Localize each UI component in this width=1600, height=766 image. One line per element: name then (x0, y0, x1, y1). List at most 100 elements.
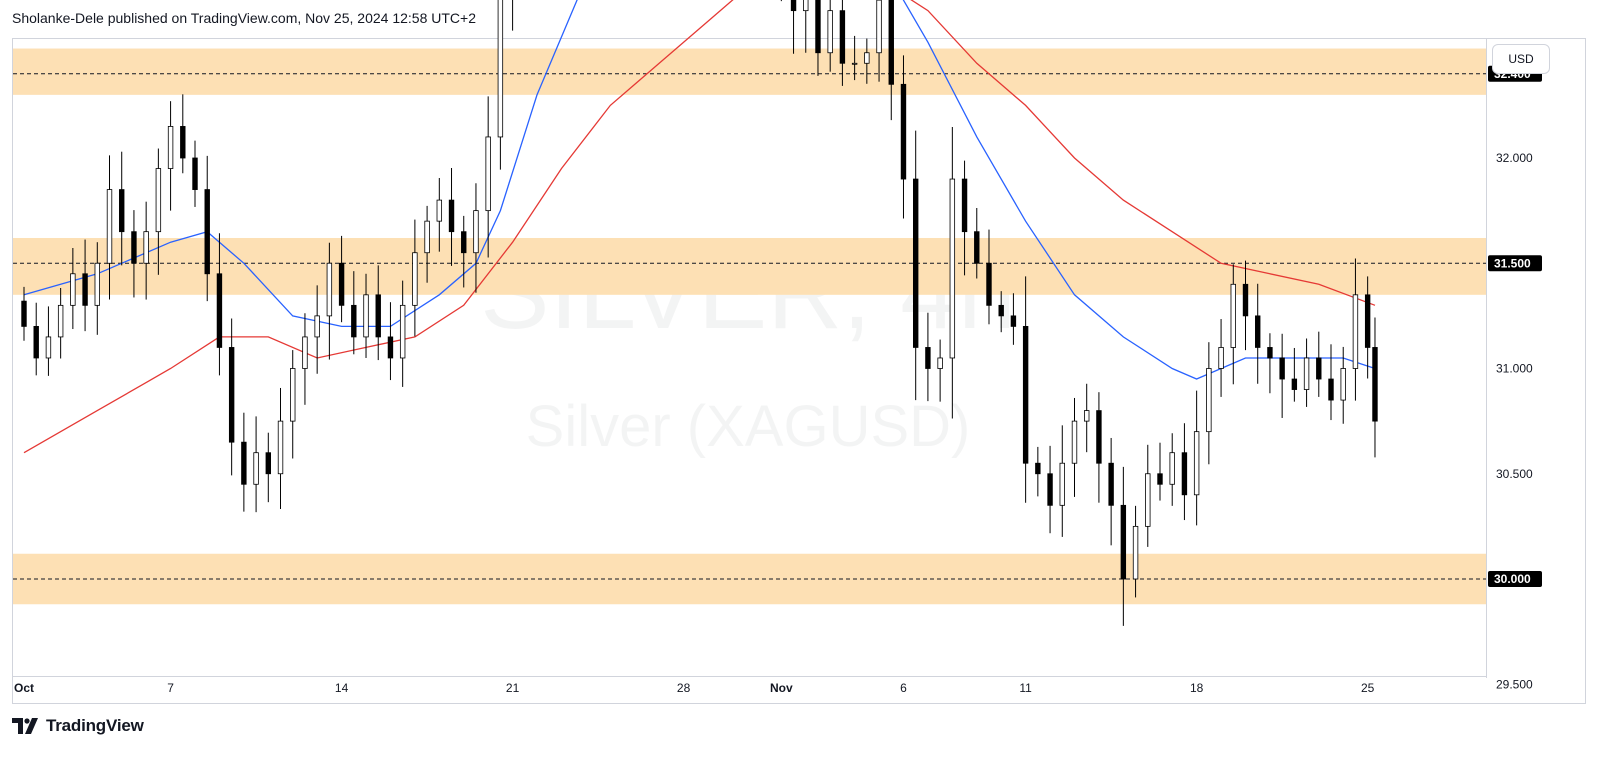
candle-body (216, 273, 223, 348)
candle-body (827, 10, 833, 54)
candle-body (1316, 357, 1322, 380)
candle-body (815, 0, 821, 54)
candle-body (277, 420, 284, 475)
candle-body (399, 304, 406, 359)
candle-body (1120, 504, 1127, 580)
candle-body (900, 83, 907, 180)
time-tick-label: Nov (770, 681, 793, 695)
candle-body (1352, 294, 1359, 369)
price-label-box (1488, 571, 1542, 587)
candle-body (1084, 410, 1090, 422)
candle-body (888, 0, 894, 85)
candle-body (1047, 473, 1053, 506)
candle-body (119, 189, 125, 233)
candle-body (864, 52, 870, 64)
price-tick-label: 31.000 (1496, 362, 1533, 376)
price-tick-label: 29.500 (1496, 677, 1533, 691)
candle-body (1096, 410, 1102, 464)
candle-body (265, 452, 271, 475)
zone-band-2 (13, 237, 1486, 295)
candle-body (1291, 378, 1298, 390)
candle-body (1364, 294, 1371, 348)
time-tick-label: 14 (335, 681, 349, 695)
candle-body (131, 231, 137, 264)
candle-body (302, 336, 308, 369)
candle-body (1145, 473, 1151, 527)
candle-body (436, 199, 443, 222)
candle-body (387, 336, 394, 359)
candle-body (1255, 315, 1261, 348)
time-tick-label: 18 (1190, 681, 1204, 695)
candle-body (143, 231, 149, 264)
candle-body (45, 336, 52, 359)
candle-body (790, 0, 797, 12)
candle-body (1267, 347, 1273, 359)
candle-body (1059, 462, 1065, 506)
price-label-text: 31.500 (1494, 256, 1531, 270)
candle-body (314, 315, 320, 338)
tradingview-logo-icon (12, 718, 38, 734)
candle-body (1328, 378, 1334, 401)
candle-body (1010, 315, 1017, 327)
candle-body (412, 252, 418, 306)
candle-body (1035, 462, 1041, 475)
time-tick-label: 7 (167, 681, 174, 695)
candle-body (1022, 325, 1029, 464)
candle-body (33, 325, 39, 359)
candle-body (925, 347, 931, 369)
candle-body (1157, 473, 1163, 485)
candle-body (1340, 368, 1346, 401)
candle-body (94, 262, 100, 306)
candle-body (375, 294, 381, 338)
candle-body (1372, 347, 1378, 422)
candle-body (1230, 283, 1236, 348)
candle-body (228, 347, 235, 443)
price-axis[interactable]: 29.50030.00030.50031.00031.50032.00032.5… (1496, 0, 1533, 692)
candle-body (290, 368, 296, 422)
currency-button[interactable]: USD (1492, 44, 1550, 74)
footer-brand: TradingView (46, 716, 144, 735)
candle-body (949, 178, 956, 359)
candle-body (937, 357, 943, 369)
candle-body (338, 262, 345, 306)
candle-body (363, 294, 369, 338)
time-axis[interactable]: Oct 7 14 21 28 Nov 6 11 18 25 (14, 681, 1375, 695)
candle-body (839, 10, 846, 64)
candle-body (961, 178, 968, 233)
moving-averages (23, 0, 1376, 454)
candle-body (1108, 462, 1114, 506)
candle-body (1132, 525, 1139, 580)
candle-body (82, 273, 88, 306)
candle-body (998, 304, 1004, 317)
candle-body (326, 262, 333, 317)
footer: TradingView (12, 716, 144, 736)
time-tick-label: 6 (900, 681, 907, 695)
candle-body (851, 62, 858, 65)
price-axis-divider (1486, 38, 1487, 678)
time-tick-label: 21 (506, 681, 520, 695)
time-tick-label: 25 (1361, 681, 1375, 695)
candle-body (876, 0, 882, 54)
candle-body (351, 304, 357, 338)
candle-body (57, 304, 64, 338)
candle-body (167, 126, 174, 169)
candles (21, 0, 1378, 626)
candle-body (21, 300, 27, 327)
candle-body (461, 231, 467, 254)
publisher-caption: Sholanke-Dele published on TradingView.c… (12, 10, 476, 26)
price-label-box (1488, 255, 1542, 272)
candle-body (803, 0, 809, 12)
candle-body (1242, 283, 1249, 317)
candle-body (106, 189, 113, 264)
zone-band-1 (13, 48, 1486, 95)
candle-body (155, 168, 162, 233)
candle-body (1169, 452, 1175, 485)
support-resistance-zones (13, 48, 1486, 605)
chart-pane[interactable] (12, 38, 1586, 704)
candle-body (204, 189, 210, 275)
candle-body (1218, 347, 1224, 369)
watermark-name: Silver (XAGUSD) (526, 394, 971, 459)
candle-body (70, 273, 76, 306)
